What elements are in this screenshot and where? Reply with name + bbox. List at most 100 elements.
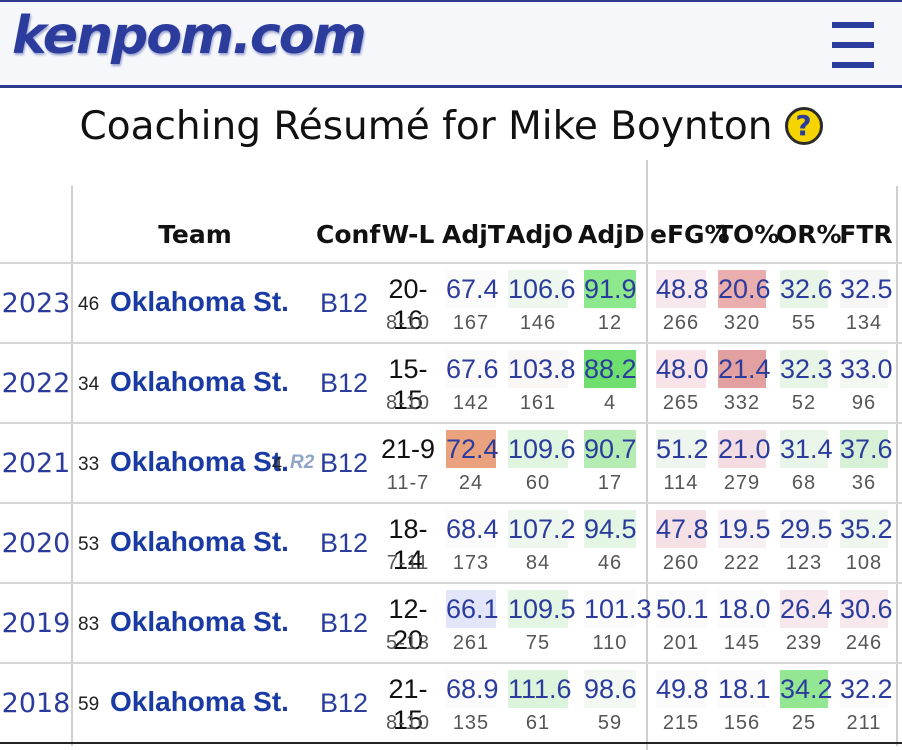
stat-efg: 51.2 <box>656 430 709 468</box>
season-year-link[interactable]: 2022 <box>1 368 71 399</box>
table-row: 2020 53 Oklahoma St. B12 18-14 7-11 68.4 173 107… <box>0 504 902 584</box>
column-divider <box>896 186 898 746</box>
header-team[interactable]: Team <box>158 220 232 249</box>
stat-efg-rank: 265 <box>662 392 700 414</box>
hamburger-menu-icon[interactable] <box>832 22 874 70</box>
stat-or-rank: 52 <box>791 392 817 414</box>
stat-or-rank: 55 <box>791 312 817 334</box>
row-divider <box>0 262 902 264</box>
conference-link[interactable]: B12 <box>319 368 369 398</box>
stat-adjt: 68.9 <box>446 670 499 708</box>
stat-ftr: 32.5 <box>840 270 893 308</box>
stat-adjd-rank: 4 <box>603 392 617 414</box>
conference-link[interactable]: B12 <box>319 448 369 478</box>
conference-win-loss: 8-10 <box>385 712 431 734</box>
season-year-link[interactable]: 2021 <box>1 448 71 479</box>
conference-win-loss: 8-10 <box>385 392 431 414</box>
team-name-link[interactable]: Oklahoma St. <box>110 526 289 557</box>
stat-efg: 47.8 <box>656 510 709 548</box>
header-ftr[interactable]: FTR <box>839 220 893 249</box>
stat-ftr-rank: 96 <box>851 392 877 414</box>
conference-link[interactable]: B12 <box>319 688 369 718</box>
stat-ftr: 35.2 <box>840 510 893 548</box>
stat-adjo-rank: 146 <box>519 312 557 334</box>
column-divider <box>646 160 648 750</box>
team-name-link[interactable]: Oklahoma St. <box>110 686 289 717</box>
header-conf[interactable]: Conf <box>316 220 381 249</box>
conference-win-loss: 7-11 <box>386 552 430 574</box>
tournament-round: R2 <box>290 452 315 473</box>
stat-to: 18.0 <box>718 590 771 628</box>
stat-adjd-rank: 17 <box>597 472 623 494</box>
stat-to: 21.0 <box>718 430 771 468</box>
row-divider <box>0 662 902 664</box>
win-loss: 12-20 <box>388 594 428 655</box>
stat-to-rank: 332 <box>723 392 761 414</box>
header-or[interactable]: OR% <box>776 220 842 249</box>
conference-link[interactable]: B12 <box>319 528 369 558</box>
team-name-link[interactable]: Oklahoma St. <box>110 286 289 317</box>
stat-efg: 49.8 <box>656 670 709 708</box>
stat-to: 20.6 <box>718 270 771 308</box>
table-row: 2018 59 Oklahoma St. B12 21-15 8-10 68.9 135 111… <box>0 664 902 744</box>
conference-link[interactable]: B12 <box>319 288 369 318</box>
team-rank: 46 <box>78 294 100 315</box>
stat-ftr-rank: 36 <box>851 472 877 494</box>
team-name-link[interactable]: Oklahoma St. <box>110 446 289 477</box>
stat-adjd-rank: 12 <box>597 312 623 334</box>
win-loss: 21-9 <box>380 434 436 464</box>
site-header: kenpom.com <box>0 0 902 88</box>
stat-adjo-rank: 84 <box>525 552 551 574</box>
stat-or: 34.2 <box>780 670 833 708</box>
header-adjo[interactable]: AdjO <box>506 220 574 249</box>
conference-win-loss: 5-13 <box>385 632 431 654</box>
win-loss: 20-16 <box>388 274 428 335</box>
stat-adjo-rank: 75 <box>525 632 551 654</box>
team-name-link[interactable]: Oklahoma St. <box>110 366 289 397</box>
table-row: 2022 34 Oklahoma St. B12 15-15 8-10 67.6 142 103… <box>0 344 902 424</box>
header-adjt[interactable]: AdjT <box>442 220 505 249</box>
header-adjd[interactable]: AdjD <box>578 220 645 249</box>
stat-adjo: 103.8 <box>508 350 576 388</box>
header-to[interactable]: TO% <box>716 220 780 249</box>
header-wl[interactable]: W-L <box>381 220 435 249</box>
page-title: Coaching Résumé for Mike Boynton? <box>0 104 902 149</box>
stat-ftr: 32.2 <box>840 670 893 708</box>
stat-adjd-rank: 59 <box>597 712 623 734</box>
stat-adjo: 107.2 <box>508 510 576 548</box>
stat-or: 32.6 <box>780 270 833 308</box>
stat-adjo: 109.6 <box>508 430 576 468</box>
season-year-link[interactable]: 2023 <box>1 288 71 319</box>
stat-or-rank: 123 <box>785 552 823 574</box>
site-logo[interactable]: kenpom.com <box>12 6 367 66</box>
season-year-link[interactable]: 2020 <box>1 528 71 559</box>
stat-adjd: 101.3 <box>584 590 652 628</box>
stat-to-rank: 279 <box>723 472 761 494</box>
stat-ftr: 30.6 <box>840 590 893 628</box>
stat-adjd: 90.7 <box>584 430 637 468</box>
stat-adjd: 94.5 <box>584 510 637 548</box>
stat-to-rank: 222 <box>723 552 761 574</box>
stat-efg: 50.1 <box>656 590 709 628</box>
stat-to: 19.5 <box>718 510 771 548</box>
stat-adjt-rank: 173 <box>452 552 490 574</box>
help-icon[interactable]: ? <box>784 107 823 145</box>
stat-adjo-rank: 61 <box>525 712 551 734</box>
row-divider <box>0 422 902 424</box>
stat-efg-rank: 266 <box>662 312 700 334</box>
stat-ftr-rank: 246 <box>845 632 883 654</box>
stat-adjt-rank: 24 <box>458 472 484 494</box>
stat-efg-rank: 215 <box>662 712 700 734</box>
win-loss: 21-15 <box>388 674 428 735</box>
stat-adjt-rank: 261 <box>452 632 490 654</box>
header-efg[interactable]: eFG% <box>650 220 730 249</box>
team-rank: 53 <box>78 534 100 555</box>
team-name-link[interactable]: Oklahoma St. <box>110 606 289 637</box>
row-divider <box>0 742 902 744</box>
season-year-link[interactable]: 2018 <box>1 688 71 719</box>
conference-link[interactable]: B12 <box>319 608 369 638</box>
season-year-link[interactable]: 2019 <box>1 608 71 639</box>
stat-adjd: 98.6 <box>584 670 637 708</box>
stat-adjt-rank: 135 <box>452 712 490 734</box>
row-divider <box>0 502 902 504</box>
